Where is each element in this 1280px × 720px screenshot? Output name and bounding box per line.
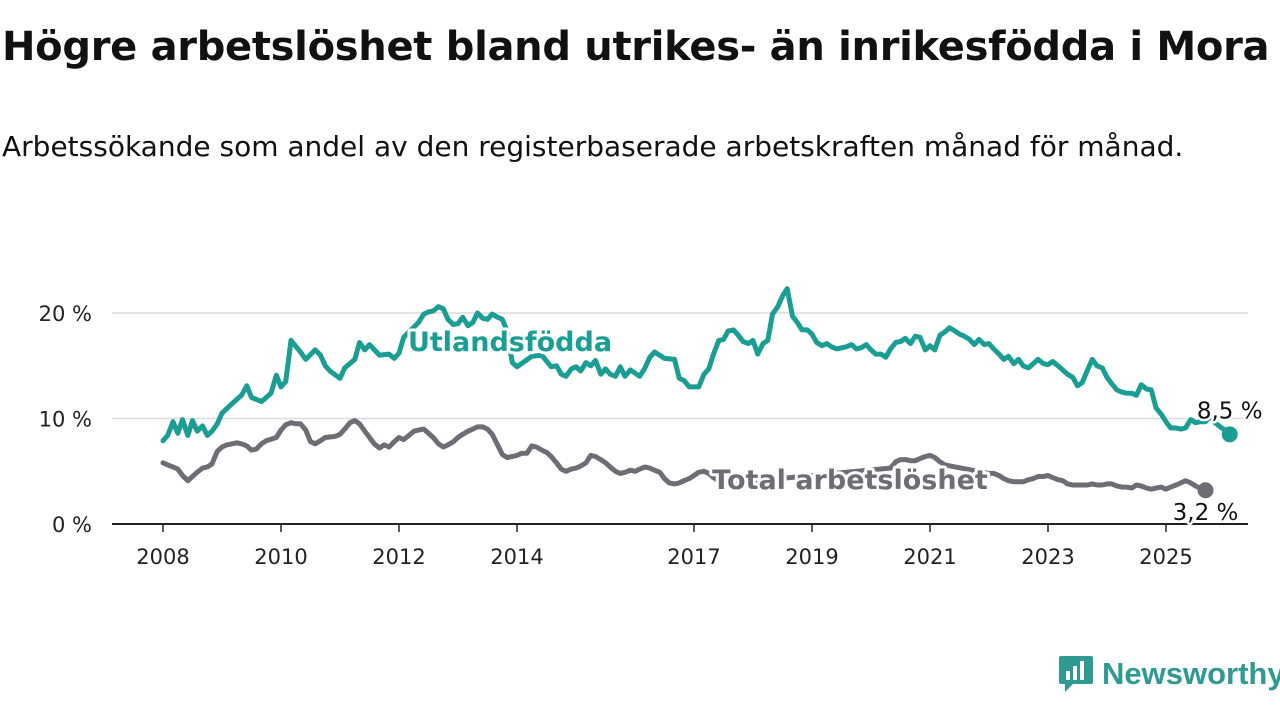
series-end-label-1: 3,2 % [1173,500,1239,526]
y-axis-ticks: 0 % 10 % 20 % [39,302,92,537]
series-end-marker-1 [1197,482,1214,499]
x-tick-label-2023: 2023 [1021,545,1074,569]
series-label-1: Total arbetslöshet [712,465,988,496]
series-lines [160,286,1238,499]
chart-title: Högre arbetslöshet bland utrikes- än inr… [2,24,1270,70]
newsworthy-logo-icon [1059,656,1093,692]
x-tick-label-2025: 2025 [1139,545,1192,569]
x-tick-label-2021: 2021 [903,545,956,569]
series-line-1 [160,418,1208,493]
y-tick-label-10: 10 % [39,408,92,432]
x-tick-label-2014: 2014 [490,545,543,569]
series-label-0: Utlandsfödda [408,327,612,358]
x-axis-ticks: 2008 2010 2012 2014 2017 2019 2021 2023 2025 [136,524,1193,569]
brand-name: Newsworthy [1102,656,1280,691]
series-end-label-0: 8,5 % [1197,398,1263,424]
chart-subtitle: Arbetssökande som andel av den registerb… [2,130,1184,163]
y-tick-label-0: 0 % [52,513,92,537]
series-line-0 [160,286,1233,444]
gridlines [112,312,1248,525]
x-tick-label-2010: 2010 [254,545,307,569]
y-tick-label-20: 20 % [39,302,92,326]
x-tick-label-2017: 2017 [667,545,720,569]
x-tick-label-2008: 2008 [136,545,189,569]
series-end-marker-0 [1221,426,1238,443]
x-tick-label-2019: 2019 [785,545,838,569]
x-tick-label-2012: 2012 [372,545,425,569]
series-labels: Utlandsfödda 8,5 % Total arbetslöshet 3,2 % [405,324,1265,529]
brand-logo: Newsworthy [1058,654,1280,694]
